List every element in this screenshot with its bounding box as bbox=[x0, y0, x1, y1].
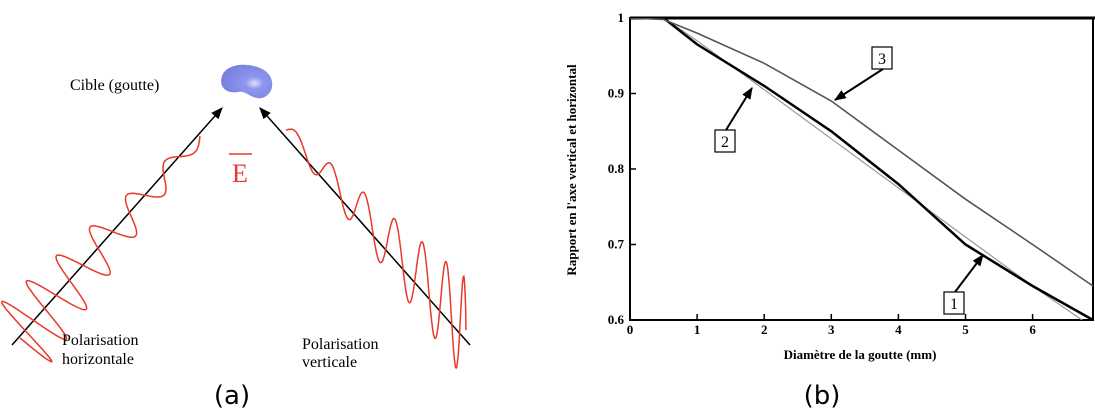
annotation-arrow bbox=[725, 86, 753, 131]
annotation-box bbox=[871, 46, 893, 70]
annotation-box bbox=[943, 291, 965, 315]
annotation-arrow bbox=[954, 254, 984, 293]
annotation-label: 2 bbox=[721, 134, 729, 151]
y-tick-label: 0.9 bbox=[608, 86, 625, 101]
annotation-label: 3 bbox=[878, 51, 886, 68]
caption-a: (a) bbox=[214, 381, 250, 411]
x-tick-label: 4 bbox=[895, 322, 902, 337]
x-tick-label: 6 bbox=[1029, 322, 1036, 337]
field-label: E bbox=[232, 159, 248, 188]
diagram: Cible (goutte) E Polarisation horizontal… bbox=[1, 64, 471, 411]
annotation-arrow bbox=[833, 68, 884, 101]
beam-right bbox=[259, 107, 471, 346]
y-tick-label: 0.7 bbox=[608, 237, 625, 252]
y-tick-label: 1 bbox=[618, 10, 625, 25]
y-axis-title: Rapport en l'axe vertical et horizontal bbox=[564, 64, 579, 276]
y-tick-label: 0.6 bbox=[608, 312, 625, 327]
y-tick-label: 0.8 bbox=[608, 161, 625, 176]
wave-vertical bbox=[285, 128, 467, 370]
wave-horizontal bbox=[1, 135, 201, 363]
left-label-2: horizontale bbox=[62, 351, 134, 368]
x-tick-label: 5 bbox=[962, 322, 969, 337]
series-line bbox=[630, 18, 1094, 320]
beam-left bbox=[11, 107, 223, 346]
caption-b: (b) bbox=[804, 381, 841, 411]
right-label-1: Polarisation bbox=[302, 336, 378, 353]
annotation-box bbox=[714, 129, 736, 153]
left-label-1: Polarisation bbox=[62, 332, 138, 349]
droplet bbox=[221, 64, 273, 99]
series-line bbox=[630, 18, 1094, 287]
x-tick-label: 1 bbox=[694, 322, 701, 337]
chart: 0.6 0.7 0.8 0.9 1 0 1 2 3 4 5 6 Diamètre de la goutt… bbox=[564, 10, 1095, 411]
x-tick-label: 3 bbox=[828, 322, 835, 337]
annotation-label: 1 bbox=[950, 296, 958, 313]
plot-frame bbox=[629, 17, 1094, 321]
right-label-2: verticale bbox=[302, 354, 357, 371]
x-tick-label: 2 bbox=[761, 322, 768, 337]
x-axis-title: Diamètre de la goutte (mm) bbox=[784, 347, 937, 362]
x-tick-label: 0 bbox=[627, 322, 634, 337]
target-label: Cible (goutte) bbox=[70, 77, 159, 94]
